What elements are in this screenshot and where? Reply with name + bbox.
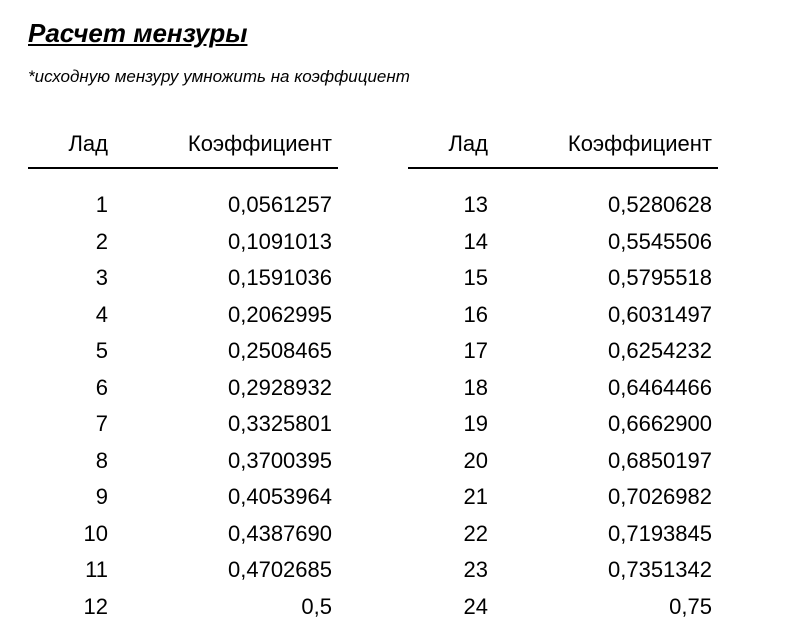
cell-coef: 0,3325801 [122,406,338,443]
cell-fret: 7 [28,406,122,443]
cell-coef: 0,2928932 [122,370,338,407]
table-row: 50,2508465 [28,333,338,370]
fret-table-right: Лад Коэффициент 130,5280628 140,5545506 … [408,131,718,625]
cell-fret: 15 [408,260,502,297]
cell-fret: 16 [408,297,502,334]
cell-coef: 0,2508465 [122,333,338,370]
cell-fret: 4 [28,297,122,334]
cell-coef: 0,6031497 [502,297,718,334]
cell-coef: 0,0561257 [122,168,338,224]
table-row: 130,5280628 [408,168,718,224]
table-row: 200,6850197 [408,443,718,480]
cell-coef: 0,1091013 [122,224,338,261]
table-row: 30,1591036 [28,260,338,297]
cell-fret: 22 [408,516,502,553]
table-row: 230,7351342 [408,552,718,589]
cell-fret: 12 [28,589,122,626]
page-subtitle: *исходную мензуру умножить на коэффициен… [28,67,772,87]
table-row: 210,7026982 [408,479,718,516]
cell-fret: 14 [408,224,502,261]
table-row: 100,4387690 [28,516,338,553]
cell-coef: 0,5 [122,589,338,626]
table-row: 170,6254232 [408,333,718,370]
table-row: 60,2928932 [28,370,338,407]
cell-fret: 2 [28,224,122,261]
cell-fret: 13 [408,168,502,224]
cell-fret: 11 [28,552,122,589]
cell-fret: 21 [408,479,502,516]
page: Расчет мензуры *исходную мензуру умножит… [0,0,800,625]
cell-fret: 8 [28,443,122,480]
fret-table-left: Лад Коэффициент 10,0561257 20,1091013 30… [28,131,338,625]
table-header-row: Лад Коэффициент [408,131,718,168]
cell-coef: 0,4702685 [122,552,338,589]
cell-coef: 0,4053964 [122,479,338,516]
table-row: 20,1091013 [28,224,338,261]
cell-coef: 0,6254232 [502,333,718,370]
cell-coef: 0,5795518 [502,260,718,297]
cell-coef: 0,5545506 [502,224,718,261]
cell-coef: 0,6662900 [502,406,718,443]
table-row: 10,0561257 [28,168,338,224]
cell-fret: 10 [28,516,122,553]
cell-fret: 1 [28,168,122,224]
table-row: 110,4702685 [28,552,338,589]
table-row: 70,3325801 [28,406,338,443]
cell-fret: 20 [408,443,502,480]
cell-coef: 0,7351342 [502,552,718,589]
table-row: 150,5795518 [408,260,718,297]
cell-fret: 17 [408,333,502,370]
cell-coef: 0,2062995 [122,297,338,334]
table-row: 190,6662900 [408,406,718,443]
cell-fret: 18 [408,370,502,407]
table-row: 120,5 [28,589,338,626]
cell-fret: 24 [408,589,502,626]
cell-coef: 0,7193845 [502,516,718,553]
table-row: 160,6031497 [408,297,718,334]
table-row: 240,75 [408,589,718,626]
cell-coef: 0,7026982 [502,479,718,516]
header-fret: Лад [28,131,122,168]
cell-coef: 0,6850197 [502,443,718,480]
header-coef: Коэффициент [502,131,718,168]
table-header-row: Лад Коэффициент [28,131,338,168]
table-row: 140,5545506 [408,224,718,261]
header-coef: Коэффициент [122,131,338,168]
table-row: 90,4053964 [28,479,338,516]
page-title: Расчет мензуры [28,18,772,49]
table-row: 40,2062995 [28,297,338,334]
header-fret: Лад [408,131,502,168]
cell-fret: 5 [28,333,122,370]
table-row: 180,6464466 [408,370,718,407]
cell-coef: 0,5280628 [502,168,718,224]
cell-coef: 0,75 [502,589,718,626]
table-row: 80,3700395 [28,443,338,480]
cell-fret: 23 [408,552,502,589]
cell-fret: 19 [408,406,502,443]
cell-coef: 0,1591036 [122,260,338,297]
tables-container: Лад Коэффициент 10,0561257 20,1091013 30… [28,131,772,625]
table-row: 220,7193845 [408,516,718,553]
cell-coef: 0,6464466 [502,370,718,407]
cell-coef: 0,3700395 [122,443,338,480]
cell-fret: 3 [28,260,122,297]
cell-fret: 9 [28,479,122,516]
cell-coef: 0,4387690 [122,516,338,553]
cell-fret: 6 [28,370,122,407]
